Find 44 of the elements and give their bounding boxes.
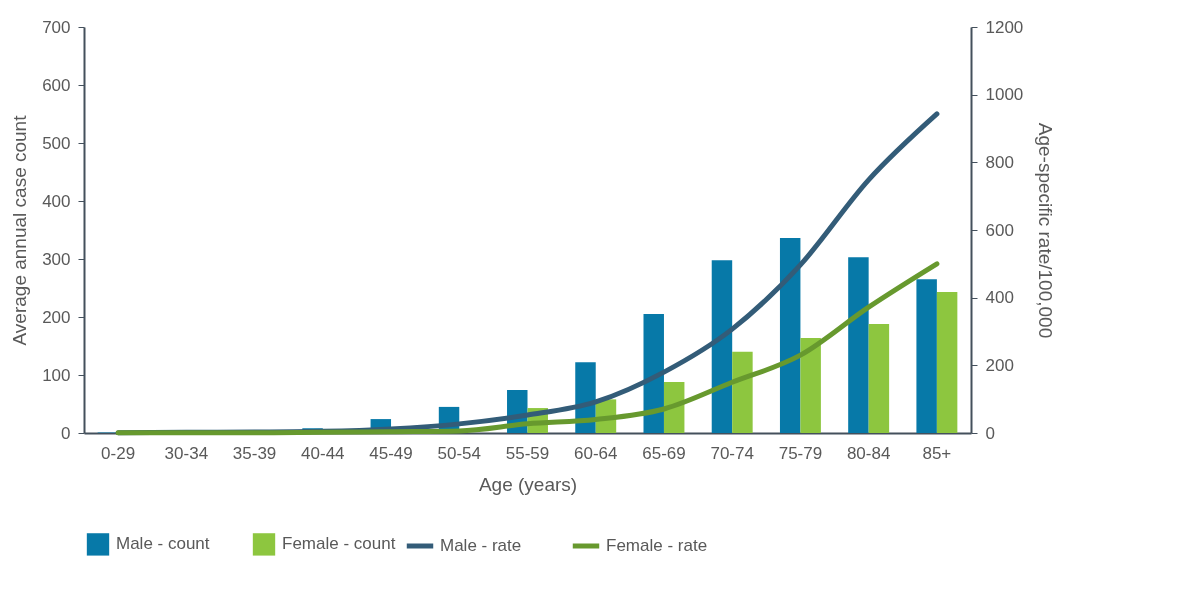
legend-label: Male - count xyxy=(116,534,210,554)
bar xyxy=(711,260,733,433)
x-tick-label: 40-44 xyxy=(301,443,345,463)
x-tick-label: 30-34 xyxy=(164,443,209,463)
y-tick-label: 400 xyxy=(42,191,71,211)
x-tick-label: 65-69 xyxy=(642,443,686,463)
bar xyxy=(848,257,869,433)
bar xyxy=(800,337,821,433)
bar xyxy=(868,323,890,433)
y-tick-label: 200 xyxy=(42,307,71,327)
x-tick-label: 70-74 xyxy=(710,443,754,463)
y2-tick-label: 400 xyxy=(985,288,1014,308)
x-tick-label: 0-29 xyxy=(101,443,136,463)
bar xyxy=(936,292,958,433)
y2-tick-label: 0 xyxy=(985,423,995,443)
x-tick-label: 75-79 xyxy=(778,443,823,463)
y-tick-label: 0 xyxy=(61,423,71,443)
x-tick-label: 55-59 xyxy=(505,443,550,463)
bar xyxy=(732,351,753,433)
y2-tick-label: 600 xyxy=(985,220,1014,240)
y-tick-label: 300 xyxy=(42,249,71,269)
legend-label: Female - rate xyxy=(606,536,708,555)
y2-axis-title: Age-specific rate/100,000 xyxy=(1035,122,1057,339)
x-tick-label: 60-64 xyxy=(573,443,618,463)
legend-label: Female - count xyxy=(282,534,396,554)
y-tick-label: 100 xyxy=(42,365,71,385)
x-axis-title: Age (years) xyxy=(478,473,578,495)
bar xyxy=(916,279,937,433)
x-tick-label: 80-84 xyxy=(846,443,891,463)
x-tick-label: 45-49 xyxy=(369,443,413,463)
y2-tick-label: 1200 xyxy=(985,17,1024,37)
x-tick-label: 50-54 xyxy=(437,443,482,463)
y2-tick-label: 200 xyxy=(985,355,1014,375)
x-tick-label: 35-39 xyxy=(232,443,277,463)
bar xyxy=(643,314,664,433)
legend-label: Male - rate xyxy=(440,536,522,555)
y-tick-label: 700 xyxy=(42,17,71,37)
y-tick-label: 600 xyxy=(42,75,71,95)
y2-tick-label: 800 xyxy=(985,152,1014,172)
x-tick-label: 85+ xyxy=(922,443,952,463)
y-tick-label: 500 xyxy=(42,133,71,153)
y-axis-title: Average annual case count xyxy=(9,114,31,346)
y2-tick-label: 1000 xyxy=(985,85,1024,105)
bar xyxy=(779,238,801,433)
